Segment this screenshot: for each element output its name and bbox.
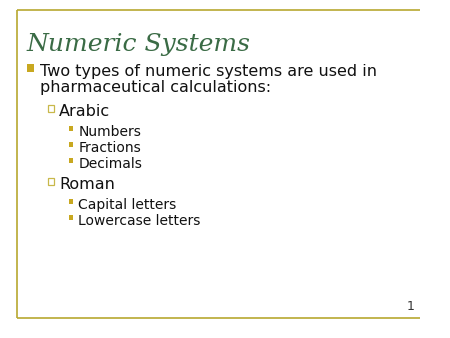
FancyBboxPatch shape xyxy=(48,177,54,185)
Text: Decimals: Decimals xyxy=(78,157,142,171)
Text: Numbers: Numbers xyxy=(78,125,141,139)
FancyBboxPatch shape xyxy=(69,215,73,219)
Text: Lowercase letters: Lowercase letters xyxy=(78,214,201,228)
FancyBboxPatch shape xyxy=(69,125,73,130)
FancyBboxPatch shape xyxy=(69,198,73,203)
Text: 1: 1 xyxy=(407,300,415,313)
Text: pharmaceutical calculations:: pharmaceutical calculations: xyxy=(40,80,271,95)
FancyBboxPatch shape xyxy=(27,64,34,72)
FancyBboxPatch shape xyxy=(48,104,54,112)
Text: Arabic: Arabic xyxy=(59,104,110,119)
FancyBboxPatch shape xyxy=(69,158,73,163)
Text: Roman: Roman xyxy=(59,177,115,192)
Text: Two types of numeric systems are used in: Two types of numeric systems are used in xyxy=(40,64,377,79)
FancyBboxPatch shape xyxy=(69,142,73,146)
Text: Capital letters: Capital letters xyxy=(78,198,176,212)
Text: Numeric Systems: Numeric Systems xyxy=(27,33,251,56)
Text: Fractions: Fractions xyxy=(78,141,141,155)
